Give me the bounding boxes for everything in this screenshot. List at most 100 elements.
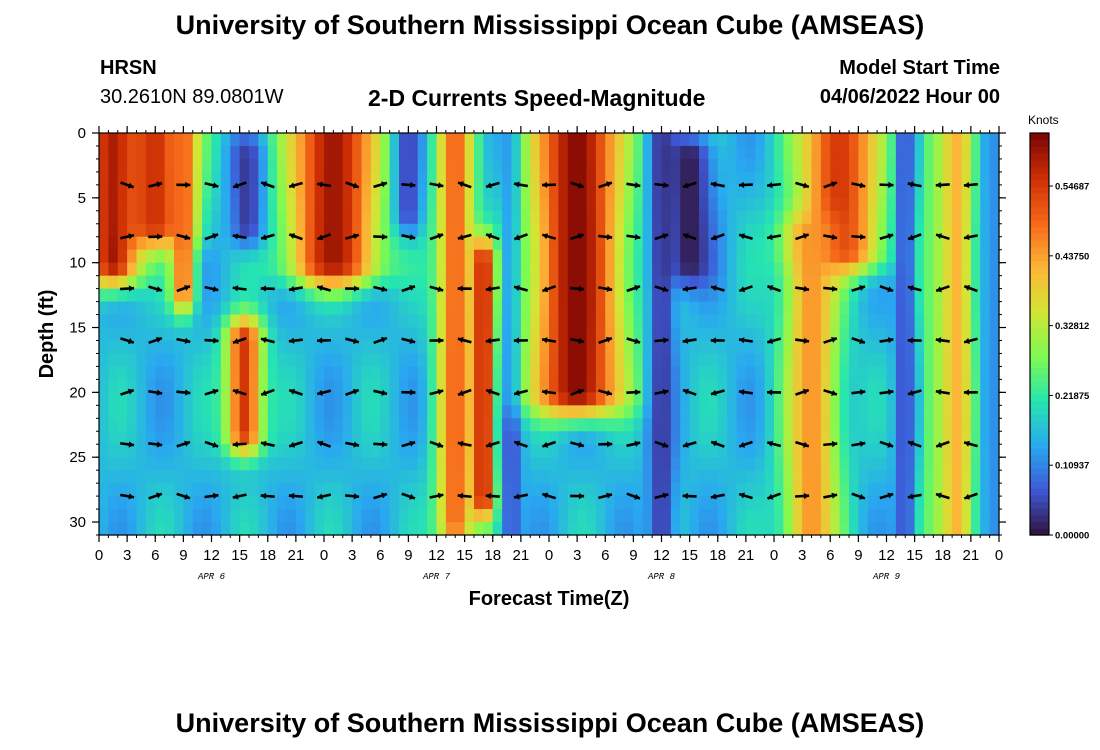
heat-cell <box>549 288 559 303</box>
heat-cell <box>192 379 203 393</box>
heat-cell <box>99 405 109 419</box>
heat-cell <box>249 184 259 199</box>
heat-cell <box>661 249 672 264</box>
heat-cell <box>436 431 447 445</box>
heat-cell <box>258 483 269 497</box>
heat-cell <box>802 418 813 432</box>
heat-cell <box>970 145 981 160</box>
heat-cell <box>924 223 934 238</box>
vector-arrow <box>457 492 472 500</box>
heat-cell <box>670 405 681 419</box>
heat-cell <box>427 236 438 251</box>
heat-cell <box>642 522 653 536</box>
heat-cell <box>980 509 991 523</box>
heat-cell <box>689 158 700 173</box>
heat-cell <box>502 509 513 523</box>
heat-cell <box>202 522 213 536</box>
heat-cell <box>324 496 334 510</box>
heat-cell <box>530 275 541 290</box>
heat-cell <box>164 301 175 316</box>
vector-arrow <box>345 181 360 189</box>
heat-cell <box>661 340 672 355</box>
heat-cell <box>342 249 353 264</box>
heat-cell <box>202 496 213 510</box>
station-coords: 30.2610N 89.0801W <box>100 86 284 108</box>
heat-cell <box>595 405 606 419</box>
heat-cell <box>305 249 316 264</box>
heat-cell <box>192 470 203 484</box>
heat-cell <box>717 249 728 264</box>
heat-cell <box>474 405 484 419</box>
heat-cell <box>867 236 878 251</box>
heat-cell <box>136 392 147 406</box>
heat-cell <box>895 223 906 238</box>
heat-cell <box>136 158 147 173</box>
heat-cell <box>324 133 334 147</box>
heat-cell <box>989 444 1000 458</box>
heat-cell <box>680 158 691 173</box>
vector-arrow <box>823 336 838 344</box>
heat-cell <box>989 223 1000 238</box>
heat-cell <box>961 392 972 406</box>
heat-cell <box>99 210 109 225</box>
heat-cell <box>502 133 513 147</box>
heat-cell <box>755 483 766 497</box>
heat-cell <box>333 457 344 471</box>
heat-cell <box>361 392 372 406</box>
heat-cell <box>445 327 456 342</box>
heat-cell <box>830 288 841 303</box>
heat-cell <box>370 262 381 277</box>
heat-cell <box>839 366 850 380</box>
heat-cell <box>736 483 747 497</box>
heat-cell <box>305 301 316 316</box>
heat-cell <box>877 223 888 238</box>
heat-cell <box>530 509 541 523</box>
heat-cell <box>689 522 700 536</box>
heat-cell <box>361 145 372 160</box>
heat-cell <box>277 249 288 264</box>
vector-arrow <box>204 233 219 241</box>
vector-arrow <box>513 440 528 448</box>
heat-cell <box>867 522 878 536</box>
heat-cell <box>408 301 419 316</box>
vector-arrow <box>120 233 135 240</box>
heat-cell <box>295 379 306 393</box>
heat-cell <box>530 184 541 199</box>
heat-cell <box>220 496 231 510</box>
heat-cell <box>727 379 738 393</box>
heat-cell <box>380 275 391 290</box>
heat-cell <box>839 262 850 277</box>
vector-arrow <box>176 337 191 344</box>
vector-arrow <box>935 440 950 448</box>
heat-cell <box>230 158 241 173</box>
heat-cell <box>792 340 803 355</box>
x-tick-label: 21 <box>963 547 980 564</box>
heat-cell <box>624 444 634 458</box>
vector-arrow <box>373 233 388 240</box>
heat-cell <box>539 366 550 380</box>
vector-arrow <box>710 233 725 241</box>
x-tick-label: 3 <box>798 547 806 564</box>
vector-arrow <box>316 389 332 396</box>
heat-cell <box>867 301 878 316</box>
vector-arrow <box>963 285 978 293</box>
heat-cell <box>652 353 663 368</box>
heat-cell <box>230 301 241 316</box>
heat-cell <box>727 366 738 380</box>
heat-cell <box>183 249 194 264</box>
heat-cell <box>342 158 353 173</box>
heat-cell <box>249 327 259 342</box>
heat-cell <box>670 353 681 368</box>
heat-cell <box>539 418 550 432</box>
heat-cell <box>455 496 466 510</box>
heat-cell <box>924 197 934 212</box>
heat-cell <box>220 379 231 393</box>
heat-cell <box>895 171 906 186</box>
vector-arrow <box>738 337 753 344</box>
heat-cell <box>802 366 813 380</box>
heat-cell <box>717 158 728 173</box>
heat-cell <box>774 262 784 277</box>
heat-cell <box>136 210 147 225</box>
vector-arrow <box>373 389 388 396</box>
heat-cell <box>108 496 119 510</box>
